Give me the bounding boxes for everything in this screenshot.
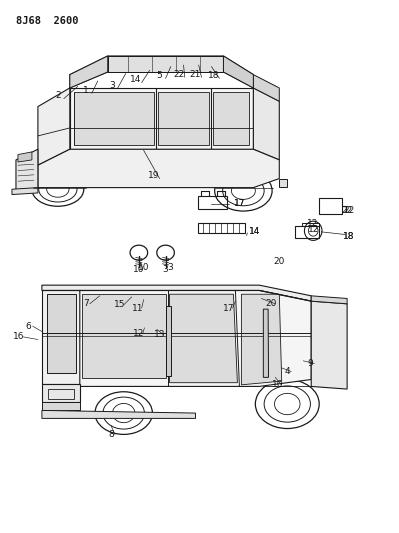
Polygon shape [42, 285, 311, 301]
Polygon shape [80, 290, 311, 386]
Text: 8: 8 [108, 430, 114, 439]
Text: 2: 2 [55, 92, 61, 100]
Text: 19: 19 [148, 172, 159, 180]
Text: 20: 20 [266, 300, 277, 308]
Polygon shape [74, 92, 154, 145]
Polygon shape [18, 152, 32, 162]
Text: 5: 5 [157, 71, 162, 80]
Text: 22: 22 [344, 206, 355, 215]
Text: 18: 18 [208, 71, 219, 80]
Text: 10: 10 [133, 265, 144, 274]
Text: 6: 6 [26, 322, 32, 330]
Text: 22: 22 [342, 206, 353, 215]
Polygon shape [241, 294, 282, 385]
Polygon shape [311, 296, 347, 304]
Polygon shape [38, 88, 70, 165]
Text: 13: 13 [154, 330, 165, 339]
Polygon shape [213, 92, 249, 145]
Text: 21: 21 [190, 70, 201, 79]
Polygon shape [48, 389, 74, 399]
Polygon shape [223, 56, 253, 88]
Polygon shape [42, 402, 80, 410]
Text: 3: 3 [109, 81, 115, 90]
Text: 14: 14 [249, 228, 260, 236]
Polygon shape [158, 92, 209, 145]
Text: 10: 10 [138, 263, 149, 272]
Text: 3: 3 [168, 263, 173, 272]
Polygon shape [253, 88, 279, 160]
Polygon shape [311, 301, 347, 389]
Polygon shape [42, 384, 80, 402]
Text: 4: 4 [284, 367, 290, 376]
Text: 12: 12 [133, 329, 144, 337]
Polygon shape [38, 149, 279, 188]
Text: 17: 17 [234, 199, 245, 208]
Text: 7: 7 [83, 300, 89, 308]
Polygon shape [47, 294, 76, 373]
Text: 18: 18 [344, 232, 355, 240]
Text: 18: 18 [344, 232, 355, 240]
Polygon shape [166, 306, 171, 376]
Polygon shape [42, 290, 80, 384]
Polygon shape [42, 410, 196, 418]
Text: 12: 12 [308, 225, 319, 233]
Polygon shape [108, 56, 223, 72]
Polygon shape [70, 88, 253, 149]
Text: 11: 11 [132, 304, 143, 312]
Text: 3: 3 [163, 265, 168, 274]
Text: 14: 14 [130, 76, 141, 84]
Polygon shape [16, 149, 38, 192]
Text: 8J68  2600: 8J68 2600 [16, 16, 79, 26]
Polygon shape [82, 294, 166, 378]
Text: 15: 15 [114, 301, 125, 309]
Text: 14: 14 [249, 228, 260, 236]
Text: 20: 20 [274, 257, 285, 265]
Polygon shape [253, 75, 279, 101]
Text: 12: 12 [307, 219, 318, 228]
Polygon shape [279, 179, 287, 187]
Text: 9: 9 [308, 359, 313, 368]
Text: 1: 1 [83, 86, 89, 95]
Polygon shape [170, 294, 237, 383]
Polygon shape [12, 188, 38, 195]
Text: 16: 16 [14, 333, 25, 341]
Text: 17: 17 [234, 199, 245, 208]
Polygon shape [263, 309, 269, 377]
Polygon shape [70, 56, 108, 88]
Text: 22: 22 [173, 70, 184, 79]
Polygon shape [70, 56, 253, 88]
Text: 10: 10 [272, 381, 283, 389]
Text: 17: 17 [223, 304, 234, 312]
